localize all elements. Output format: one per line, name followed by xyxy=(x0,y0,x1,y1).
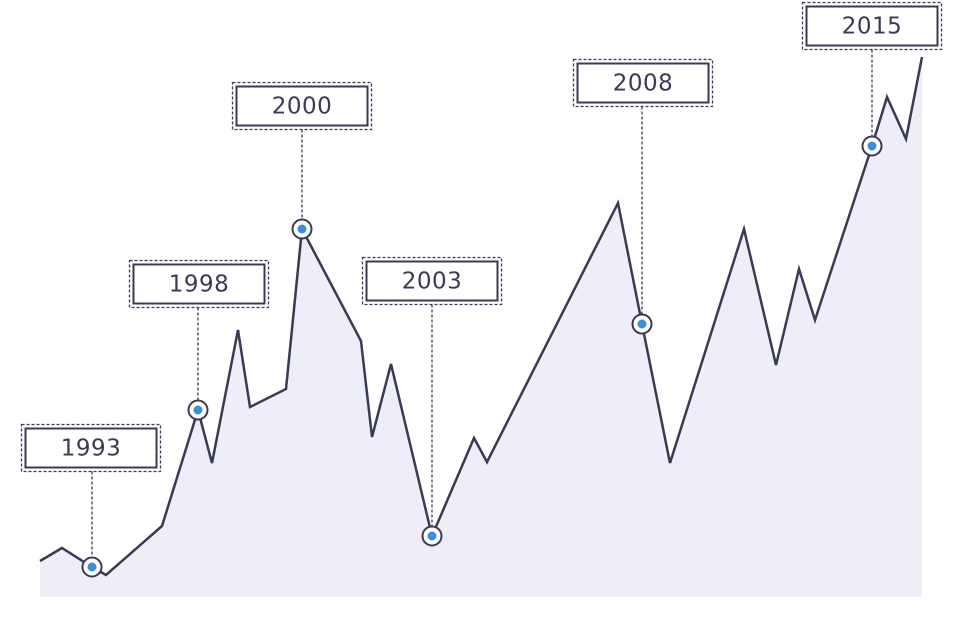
year-label: 2015 xyxy=(842,14,903,40)
year-label: 2000 xyxy=(272,94,333,120)
marker-dot xyxy=(87,562,97,572)
label-box xyxy=(805,5,939,47)
year-label: 1993 xyxy=(61,436,122,462)
year-label: 2003 xyxy=(402,269,463,295)
label-box xyxy=(132,263,266,305)
marker-dot xyxy=(193,405,203,415)
marker-dot xyxy=(867,141,877,151)
label-box xyxy=(24,427,158,469)
year-label: 2008 xyxy=(613,71,674,97)
marker-dot xyxy=(637,319,647,329)
marker-dot xyxy=(427,531,437,541)
label-box xyxy=(235,85,369,127)
label-box xyxy=(576,62,710,104)
label-box xyxy=(365,260,499,302)
year-label: 1998 xyxy=(169,272,230,298)
area-fill xyxy=(40,57,922,597)
marker-dot xyxy=(297,224,307,234)
trend-line xyxy=(39,56,924,577)
